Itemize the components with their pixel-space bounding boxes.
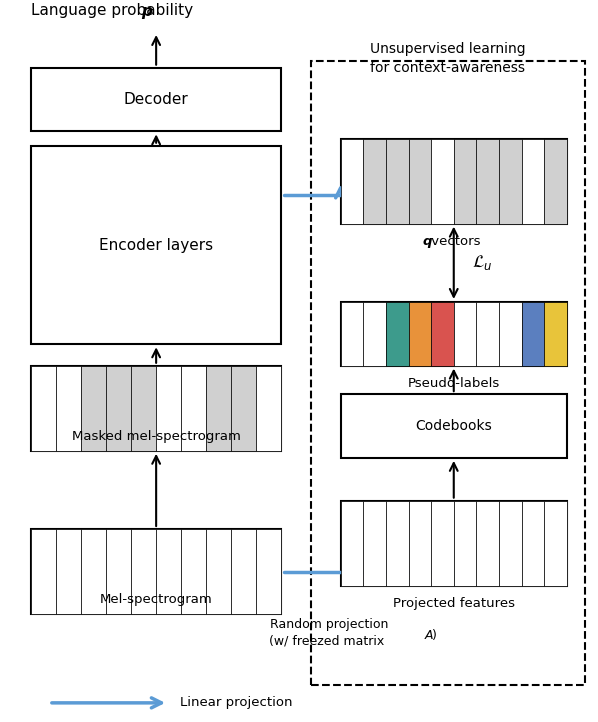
Bar [206, 366, 231, 451]
Bar [454, 139, 477, 224]
Bar [363, 139, 386, 224]
Bar [386, 302, 408, 366]
Bar [431, 302, 454, 366]
Bar [386, 500, 408, 586]
Bar [499, 139, 521, 224]
Bar [544, 139, 567, 224]
Bar [231, 366, 256, 451]
Bar [341, 139, 363, 224]
Text: Decoder: Decoder [124, 92, 188, 107]
Text: Codebooks: Codebooks [416, 419, 492, 433]
Bar [499, 302, 521, 366]
FancyBboxPatch shape [341, 302, 567, 366]
Bar [544, 302, 567, 366]
Bar [181, 529, 206, 614]
Bar [256, 366, 281, 451]
Text: Linear projection: Linear projection [180, 696, 292, 710]
FancyBboxPatch shape [31, 146, 281, 344]
Text: Pseudo-labels: Pseudo-labels [408, 377, 500, 390]
Bar [408, 302, 431, 366]
Text: q: q [422, 235, 432, 248]
Bar [81, 366, 106, 451]
Bar [81, 529, 106, 614]
Bar [408, 139, 431, 224]
FancyBboxPatch shape [31, 529, 281, 614]
Bar [156, 529, 181, 614]
Bar [454, 302, 477, 366]
Bar [156, 366, 181, 451]
Text: vectors: vectors [427, 235, 481, 248]
Bar [408, 500, 431, 586]
Bar [56, 366, 81, 451]
Bar [341, 302, 363, 366]
Bar [499, 500, 521, 586]
FancyBboxPatch shape [31, 68, 281, 131]
Text: Projected features: Projected features [393, 597, 515, 610]
Bar [544, 500, 567, 586]
Bar [106, 529, 131, 614]
Text: Encoder layers: Encoder layers [99, 238, 213, 253]
Bar [521, 302, 544, 366]
FancyBboxPatch shape [341, 394, 567, 458]
FancyBboxPatch shape [341, 500, 567, 586]
Bar [181, 366, 206, 451]
Bar [256, 529, 281, 614]
Bar [31, 529, 56, 614]
Bar [31, 366, 56, 451]
Bar [521, 139, 544, 224]
Bar [477, 500, 499, 586]
Bar [431, 139, 454, 224]
Bar [477, 139, 499, 224]
Bar [106, 366, 131, 451]
Text: Language probability: Language probability [31, 3, 203, 18]
Bar [454, 500, 477, 586]
Bar [363, 500, 386, 586]
Bar [477, 302, 499, 366]
Text: Mel-spectrogram: Mel-spectrogram [100, 593, 212, 606]
Text: p: p [141, 4, 152, 19]
Text: $A$: $A$ [424, 629, 434, 642]
Bar [131, 366, 156, 451]
Bar [386, 139, 408, 224]
Bar [231, 529, 256, 614]
Text: Masked mel-spectrogram: Masked mel-spectrogram [72, 430, 240, 443]
FancyBboxPatch shape [341, 139, 567, 224]
Bar [431, 500, 454, 586]
Text: Unsupervised learning
for context-awareness: Unsupervised learning for context-awaren… [370, 43, 526, 74]
Bar [206, 529, 231, 614]
Bar [131, 529, 156, 614]
FancyBboxPatch shape [31, 366, 281, 451]
Text: Random projection
(w/ freezed matrix: Random projection (w/ freezed matrix [269, 618, 388, 648]
Bar [363, 302, 386, 366]
Bar [521, 500, 544, 586]
Bar [56, 529, 81, 614]
Bar [341, 500, 363, 586]
Text: $\mathcal{L}_u$: $\mathcal{L}_u$ [472, 253, 492, 272]
Text: ): ) [432, 629, 437, 642]
